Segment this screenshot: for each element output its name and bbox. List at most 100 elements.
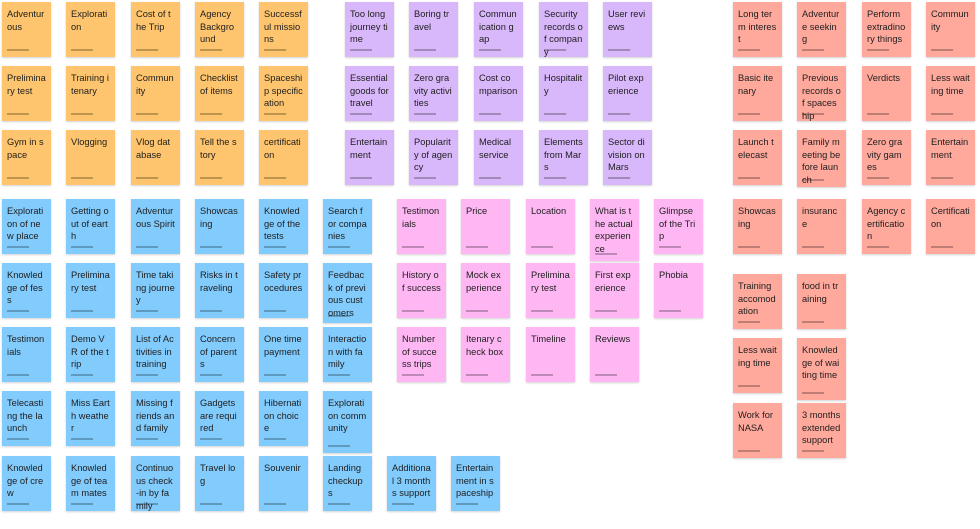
sticky-note[interactable]: Exploration of new place bbox=[2, 199, 51, 254]
sticky-note[interactable]: Preliminary test bbox=[526, 263, 575, 318]
sticky-note[interactable]: Agency certification bbox=[862, 199, 911, 254]
sticky-note[interactable]: Additional 3 months support bbox=[387, 456, 436, 511]
sticky-note[interactable]: Entertainment in spaceship bbox=[451, 456, 500, 511]
sticky-note[interactable]: Less waiting time bbox=[733, 338, 782, 393]
sticky-note[interactable]: Certification bbox=[926, 199, 975, 254]
sticky-note[interactable]: Testimonials bbox=[2, 327, 51, 382]
sticky-note[interactable]: Vlog database bbox=[131, 130, 180, 185]
sticky-note[interactable]: Mock experience bbox=[461, 263, 510, 318]
sticky-note[interactable]: Adventurous bbox=[2, 2, 51, 57]
sticky-note[interactable]: Popularity of agency bbox=[409, 130, 458, 185]
sticky-note[interactable]: Miss Earth weather bbox=[66, 391, 115, 446]
sticky-note[interactable]: Agency Background bbox=[195, 2, 244, 57]
sticky-note[interactable]: Knowledge of team mates bbox=[66, 456, 115, 511]
sticky-note[interactable]: Price bbox=[461, 199, 510, 254]
sticky-note[interactable]: Training accomodation bbox=[733, 274, 782, 329]
sticky-note[interactable]: Long term interest bbox=[733, 2, 782, 57]
sticky-note[interactable]: Checklist of items bbox=[195, 66, 244, 121]
sticky-note[interactable]: Knowledge of crew bbox=[2, 456, 51, 511]
sticky-note[interactable]: Time taking journey bbox=[131, 263, 180, 318]
sticky-note[interactable]: Security records of company bbox=[539, 2, 588, 57]
sticky-note[interactable]: Exploration community bbox=[323, 391, 372, 453]
author-mark bbox=[738, 450, 760, 452]
sticky-note[interactable]: Timeline bbox=[526, 327, 575, 382]
sticky-note[interactable]: Exploration bbox=[66, 2, 115, 57]
sticky-note[interactable]: Demo VR of the trip bbox=[66, 327, 115, 382]
sticky-note[interactable]: Sector division on Mars bbox=[603, 130, 652, 185]
sticky-note[interactable]: Preliminary test bbox=[2, 66, 51, 121]
sticky-note[interactable]: Number of success trips bbox=[397, 327, 446, 382]
sticky-note[interactable]: Successful missions bbox=[259, 2, 308, 57]
sticky-note[interactable]: Knowledge of fess bbox=[2, 263, 51, 318]
sticky-note[interactable]: Getting out of earth bbox=[66, 199, 115, 254]
sticky-note[interactable]: Risks in traveling bbox=[195, 263, 244, 318]
sticky-note[interactable]: Adventurous Spirit bbox=[131, 199, 180, 254]
sticky-note[interactable]: Basic itenary bbox=[733, 66, 782, 121]
sticky-note[interactable]: Telecasting the launch bbox=[2, 391, 51, 446]
sticky-note[interactable]: Too long journey time bbox=[345, 2, 394, 57]
sticky-note[interactable]: Preliminary test bbox=[66, 263, 115, 318]
sticky-note[interactable]: Medical service bbox=[474, 130, 523, 185]
sticky-note[interactable]: Less waiting time bbox=[926, 66, 975, 121]
sticky-note[interactable]: Feedback of previous customers bbox=[323, 263, 372, 323]
sticky-note[interactable]: User reviews bbox=[603, 2, 652, 57]
sticky-note[interactable]: Showcasing bbox=[733, 199, 782, 254]
sticky-note[interactable]: Training itenary bbox=[66, 66, 115, 121]
sticky-note[interactable]: Verdicts bbox=[862, 66, 911, 121]
sticky-note[interactable]: Glimpse of the Trip bbox=[654, 199, 703, 254]
sticky-note[interactable]: Travel log bbox=[195, 456, 244, 511]
sticky-note[interactable]: certification bbox=[259, 130, 308, 185]
sticky-note[interactable]: Family meeting before launch bbox=[797, 130, 846, 187]
sticky-note[interactable]: Boring travel bbox=[409, 2, 458, 57]
sticky-note[interactable]: Landing checkups bbox=[323, 456, 372, 511]
sticky-note[interactable]: Community bbox=[131, 66, 180, 121]
sticky-note[interactable]: Essential goods for travel bbox=[345, 66, 394, 121]
sticky-note[interactable]: Continuous check-in by family bbox=[131, 456, 180, 511]
sticky-note[interactable]: Elements from Mars bbox=[539, 130, 588, 185]
sticky-note[interactable]: Safety procedures bbox=[259, 263, 308, 318]
sticky-note[interactable]: Phobia bbox=[654, 263, 703, 318]
sticky-note[interactable]: Concern of parents bbox=[195, 327, 244, 382]
sticky-note[interactable]: History of success bbox=[397, 263, 446, 318]
sticky-note[interactable]: 3 months extended support bbox=[797, 403, 846, 458]
sticky-note[interactable]: Previous records of spaceship bbox=[797, 66, 846, 121]
sticky-note[interactable]: Zero gravity games bbox=[862, 130, 911, 185]
sticky-note[interactable]: Cost of the Trip bbox=[131, 2, 180, 57]
sticky-note[interactable]: Perform extradinory things bbox=[862, 2, 911, 57]
sticky-note[interactable]: Souvenir bbox=[259, 456, 308, 511]
sticky-note[interactable]: Pilot experience bbox=[603, 66, 652, 121]
sticky-note[interactable]: Tell the story bbox=[195, 130, 244, 185]
sticky-note[interactable]: Work for NASA bbox=[733, 403, 782, 458]
sticky-note[interactable]: Cost comparison bbox=[474, 66, 523, 121]
sticky-note[interactable]: insurance bbox=[797, 199, 846, 254]
sticky-note[interactable]: Hospitality bbox=[539, 66, 588, 121]
sticky-note[interactable]: Knowledge of the tests bbox=[259, 199, 308, 254]
sticky-note[interactable]: List of Activities in training bbox=[131, 327, 180, 382]
sticky-note[interactable]: Reviews bbox=[590, 327, 639, 382]
sticky-note[interactable]: Community bbox=[926, 2, 975, 57]
sticky-note[interactable]: Search for companies bbox=[323, 199, 372, 254]
sticky-note[interactable]: Adventure seeking bbox=[797, 2, 846, 57]
sticky-note[interactable]: Spaceship specification bbox=[259, 66, 308, 121]
sticky-note[interactable]: Gym in space bbox=[2, 130, 51, 185]
sticky-note[interactable]: Showcasing bbox=[195, 199, 244, 254]
sticky-note[interactable]: Entertainment bbox=[345, 130, 394, 185]
sticky-note[interactable]: Launch telecast bbox=[733, 130, 782, 185]
sticky-note[interactable]: First experience bbox=[590, 263, 639, 318]
sticky-note[interactable]: Entertainment bbox=[926, 130, 975, 185]
sticky-note[interactable]: Itenary check box bbox=[461, 327, 510, 382]
sticky-note[interactable]: Location bbox=[526, 199, 575, 254]
sticky-note[interactable]: Interaction with family bbox=[323, 327, 372, 382]
note-text: Zero gravity activities bbox=[414, 73, 452, 109]
sticky-note[interactable]: What is the actual experience bbox=[590, 199, 639, 261]
sticky-note[interactable]: Missing friends and family bbox=[131, 391, 180, 446]
sticky-note[interactable]: Hibernation choice bbox=[259, 391, 308, 446]
sticky-note[interactable]: Communication gap bbox=[474, 2, 523, 57]
sticky-note[interactable]: Zero gravity activities bbox=[409, 66, 458, 121]
sticky-note[interactable]: food in training bbox=[797, 274, 846, 329]
sticky-note[interactable]: Vlogging bbox=[66, 130, 115, 185]
sticky-note[interactable]: Testimonials bbox=[397, 199, 446, 254]
sticky-note[interactable]: Knowledge of waiting time bbox=[797, 338, 846, 400]
sticky-note[interactable]: Gadgets are required bbox=[195, 391, 244, 446]
sticky-note[interactable]: One time payment bbox=[259, 327, 308, 382]
